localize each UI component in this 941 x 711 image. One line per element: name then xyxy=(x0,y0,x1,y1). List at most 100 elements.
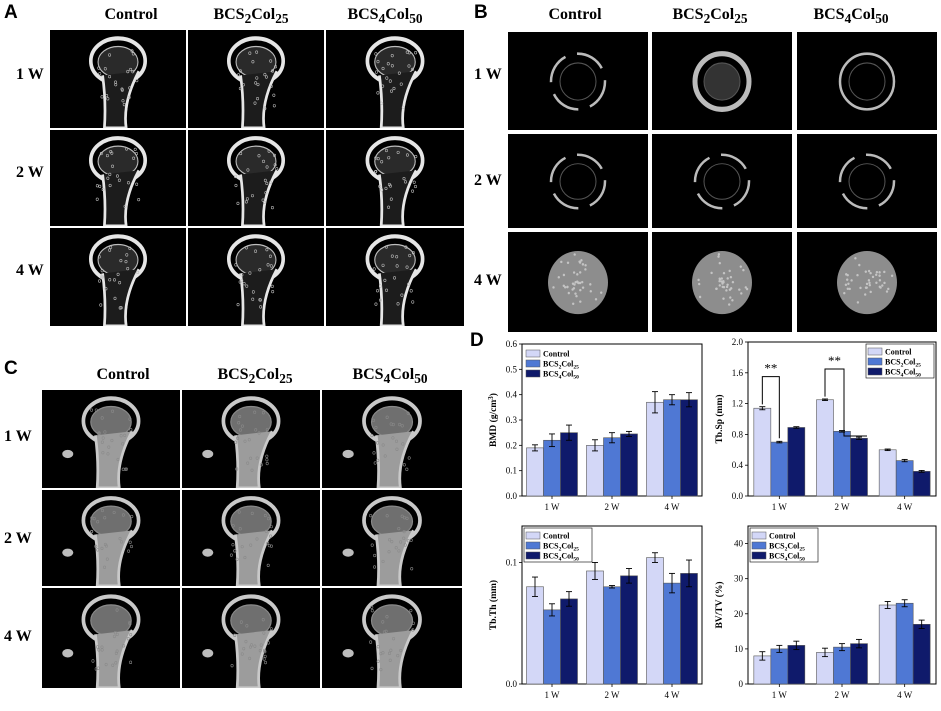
x-tick-label: 2 W xyxy=(834,502,850,512)
bar xyxy=(543,609,561,685)
legend-label: Control xyxy=(769,532,796,541)
bar xyxy=(620,575,638,685)
bar xyxy=(895,460,914,497)
bar xyxy=(620,433,638,497)
row-label-1w: 1 W xyxy=(4,428,32,445)
y-axis-label: BMD (g/cm3) xyxy=(487,393,499,447)
y-tick-label: 0.0 xyxy=(732,491,744,501)
bar xyxy=(878,449,897,497)
x-tick-label: 4 W xyxy=(897,502,913,512)
column-header-bcs4col50: BCS4Col50 xyxy=(352,366,428,387)
bar xyxy=(787,645,806,685)
legend-swatch xyxy=(751,541,767,550)
bar xyxy=(912,471,931,497)
row-label-4w: 4 W xyxy=(474,272,502,289)
y-axis-label: Tb.Th (mm) xyxy=(488,580,499,630)
column-header-bcs2col25: BCS2Col25 xyxy=(213,6,289,27)
y-tick-label: 0.0 xyxy=(506,679,518,689)
ct-section-image-8 xyxy=(188,228,324,326)
bar xyxy=(833,646,851,685)
cross-section-image-1 xyxy=(508,32,648,130)
ct-section-image-2 xyxy=(188,30,324,128)
bar-chart-svg: 0.0 0.1 0.2 0.3 0.4 0.5 0.6 BMD (g/cm3) 1 W 2 W 4 … xyxy=(487,339,703,512)
cross-section-image-6 xyxy=(797,134,937,228)
row-label-4w: 4 W xyxy=(4,628,32,645)
cross-section-image-5 xyxy=(652,134,792,228)
bar-chart-svg: 0.0 0.1 Tb.Th (mm) 1 W 2 W 4 W ControlBCS2Col2… xyxy=(488,525,703,700)
column-header-control: Control xyxy=(104,6,158,23)
legend-label: Control xyxy=(885,348,912,357)
3d-render-image-7 xyxy=(42,588,180,688)
bar xyxy=(586,570,604,685)
3d-render-image-1 xyxy=(42,390,180,488)
column-header-bcs2col25: BCS2Col25 xyxy=(217,366,293,387)
cross-section-image-3 xyxy=(797,32,937,130)
column-header-control: Control xyxy=(96,366,150,383)
y-tick-label: 0.3 xyxy=(506,415,518,425)
bar xyxy=(526,586,544,685)
y-tick-label: 0.6 xyxy=(506,339,518,349)
bar xyxy=(560,432,578,497)
cross-section-image-2 xyxy=(652,32,792,130)
cross-section-image-9 xyxy=(797,232,937,332)
bar xyxy=(646,401,664,497)
bar xyxy=(787,427,806,497)
bar xyxy=(833,431,851,497)
ct-section-image-1 xyxy=(50,30,186,128)
ct-section-image-4 xyxy=(50,130,186,226)
3d-render-image-8 xyxy=(182,588,320,688)
x-tick-label: 1 W xyxy=(772,690,788,700)
bar xyxy=(912,624,931,685)
y-tick-label: 0.1 xyxy=(506,466,517,476)
bmd-chart: 0.0 0.1 0.2 0.3 0.4 0.5 0.6 BMD (g/cm3) 1 W 2 W 4 … xyxy=(478,336,708,518)
row-label-4w: 4 W xyxy=(16,262,44,279)
x-tick-label: 1 W xyxy=(544,690,560,700)
3d-render-image-5 xyxy=(182,490,320,586)
3d-render-image-6 xyxy=(322,490,462,586)
bvtv-chart: 0 10 20 30 40 BV/TV (%) 1 W 2 W 4 W Control BCS2Co… xyxy=(706,522,940,706)
bar xyxy=(543,439,561,497)
x-tick-label: 4 W xyxy=(897,690,913,700)
legend-label: BCS2Col25 xyxy=(885,358,921,369)
y-tick-label: 10 xyxy=(734,644,744,654)
legend-label: Control xyxy=(543,532,570,541)
bar-chart-svg: 0 10 20 30 40 BV/TV (%) 1 W 2 W 4 W ControlBCS2Co… xyxy=(714,525,937,700)
x-tick-label: 4 W xyxy=(664,502,680,512)
legend-label: BCS4Col50 xyxy=(769,552,805,563)
legend-swatch xyxy=(525,531,541,540)
y-tick-label: 40 xyxy=(734,539,744,549)
ct-section-image-9 xyxy=(326,228,464,326)
3d-render-image-4 xyxy=(42,490,180,586)
row-label-1w: 1 W xyxy=(474,66,502,83)
legend-label: BCS2Col25 xyxy=(543,542,579,553)
cross-section-image-7 xyxy=(508,232,648,332)
bar xyxy=(770,441,789,497)
y-tick-label: 30 xyxy=(734,574,744,584)
column-header-control: Control xyxy=(548,6,602,23)
y-axis-label: BV/TV (%) xyxy=(714,581,725,628)
ct-section-image-6 xyxy=(326,130,464,226)
bar xyxy=(663,399,681,497)
x-tick-label: 1 W xyxy=(544,502,560,512)
y-tick-label: 0.0 xyxy=(506,491,518,501)
x-tick-label: 2 W xyxy=(834,690,850,700)
x-tick-label: 2 W xyxy=(604,690,620,700)
panel-letter-c: C xyxy=(4,358,18,379)
panel-letter-d: D xyxy=(470,330,484,351)
tbsp-chart: 0.0 0.4 0.8 1.2 1.6 2.0 Tb.Sp (mm) 1 W 2 W 4 W Con… xyxy=(706,336,940,518)
column-header-bcs2col25: BCS2Col25 xyxy=(672,6,748,27)
bar xyxy=(680,399,698,497)
cross-section-image-8 xyxy=(652,232,792,332)
legend-label: BCS2Col25 xyxy=(543,360,579,371)
legend-swatch xyxy=(525,369,541,378)
legend-label: BCS4Col50 xyxy=(543,552,579,563)
3d-render-image-2 xyxy=(182,390,320,488)
row-label-2w: 2 W xyxy=(4,530,32,547)
y-tick-label: 0.8 xyxy=(732,429,744,439)
x-tick-label: 4 W xyxy=(664,690,680,700)
column-header-bcs4col50: BCS4Col50 xyxy=(347,6,423,27)
x-tick-label: 2 W xyxy=(604,502,620,512)
legend-swatch xyxy=(867,357,883,366)
legend-label: BCS4Col50 xyxy=(543,370,579,381)
legend-swatch xyxy=(867,367,883,376)
